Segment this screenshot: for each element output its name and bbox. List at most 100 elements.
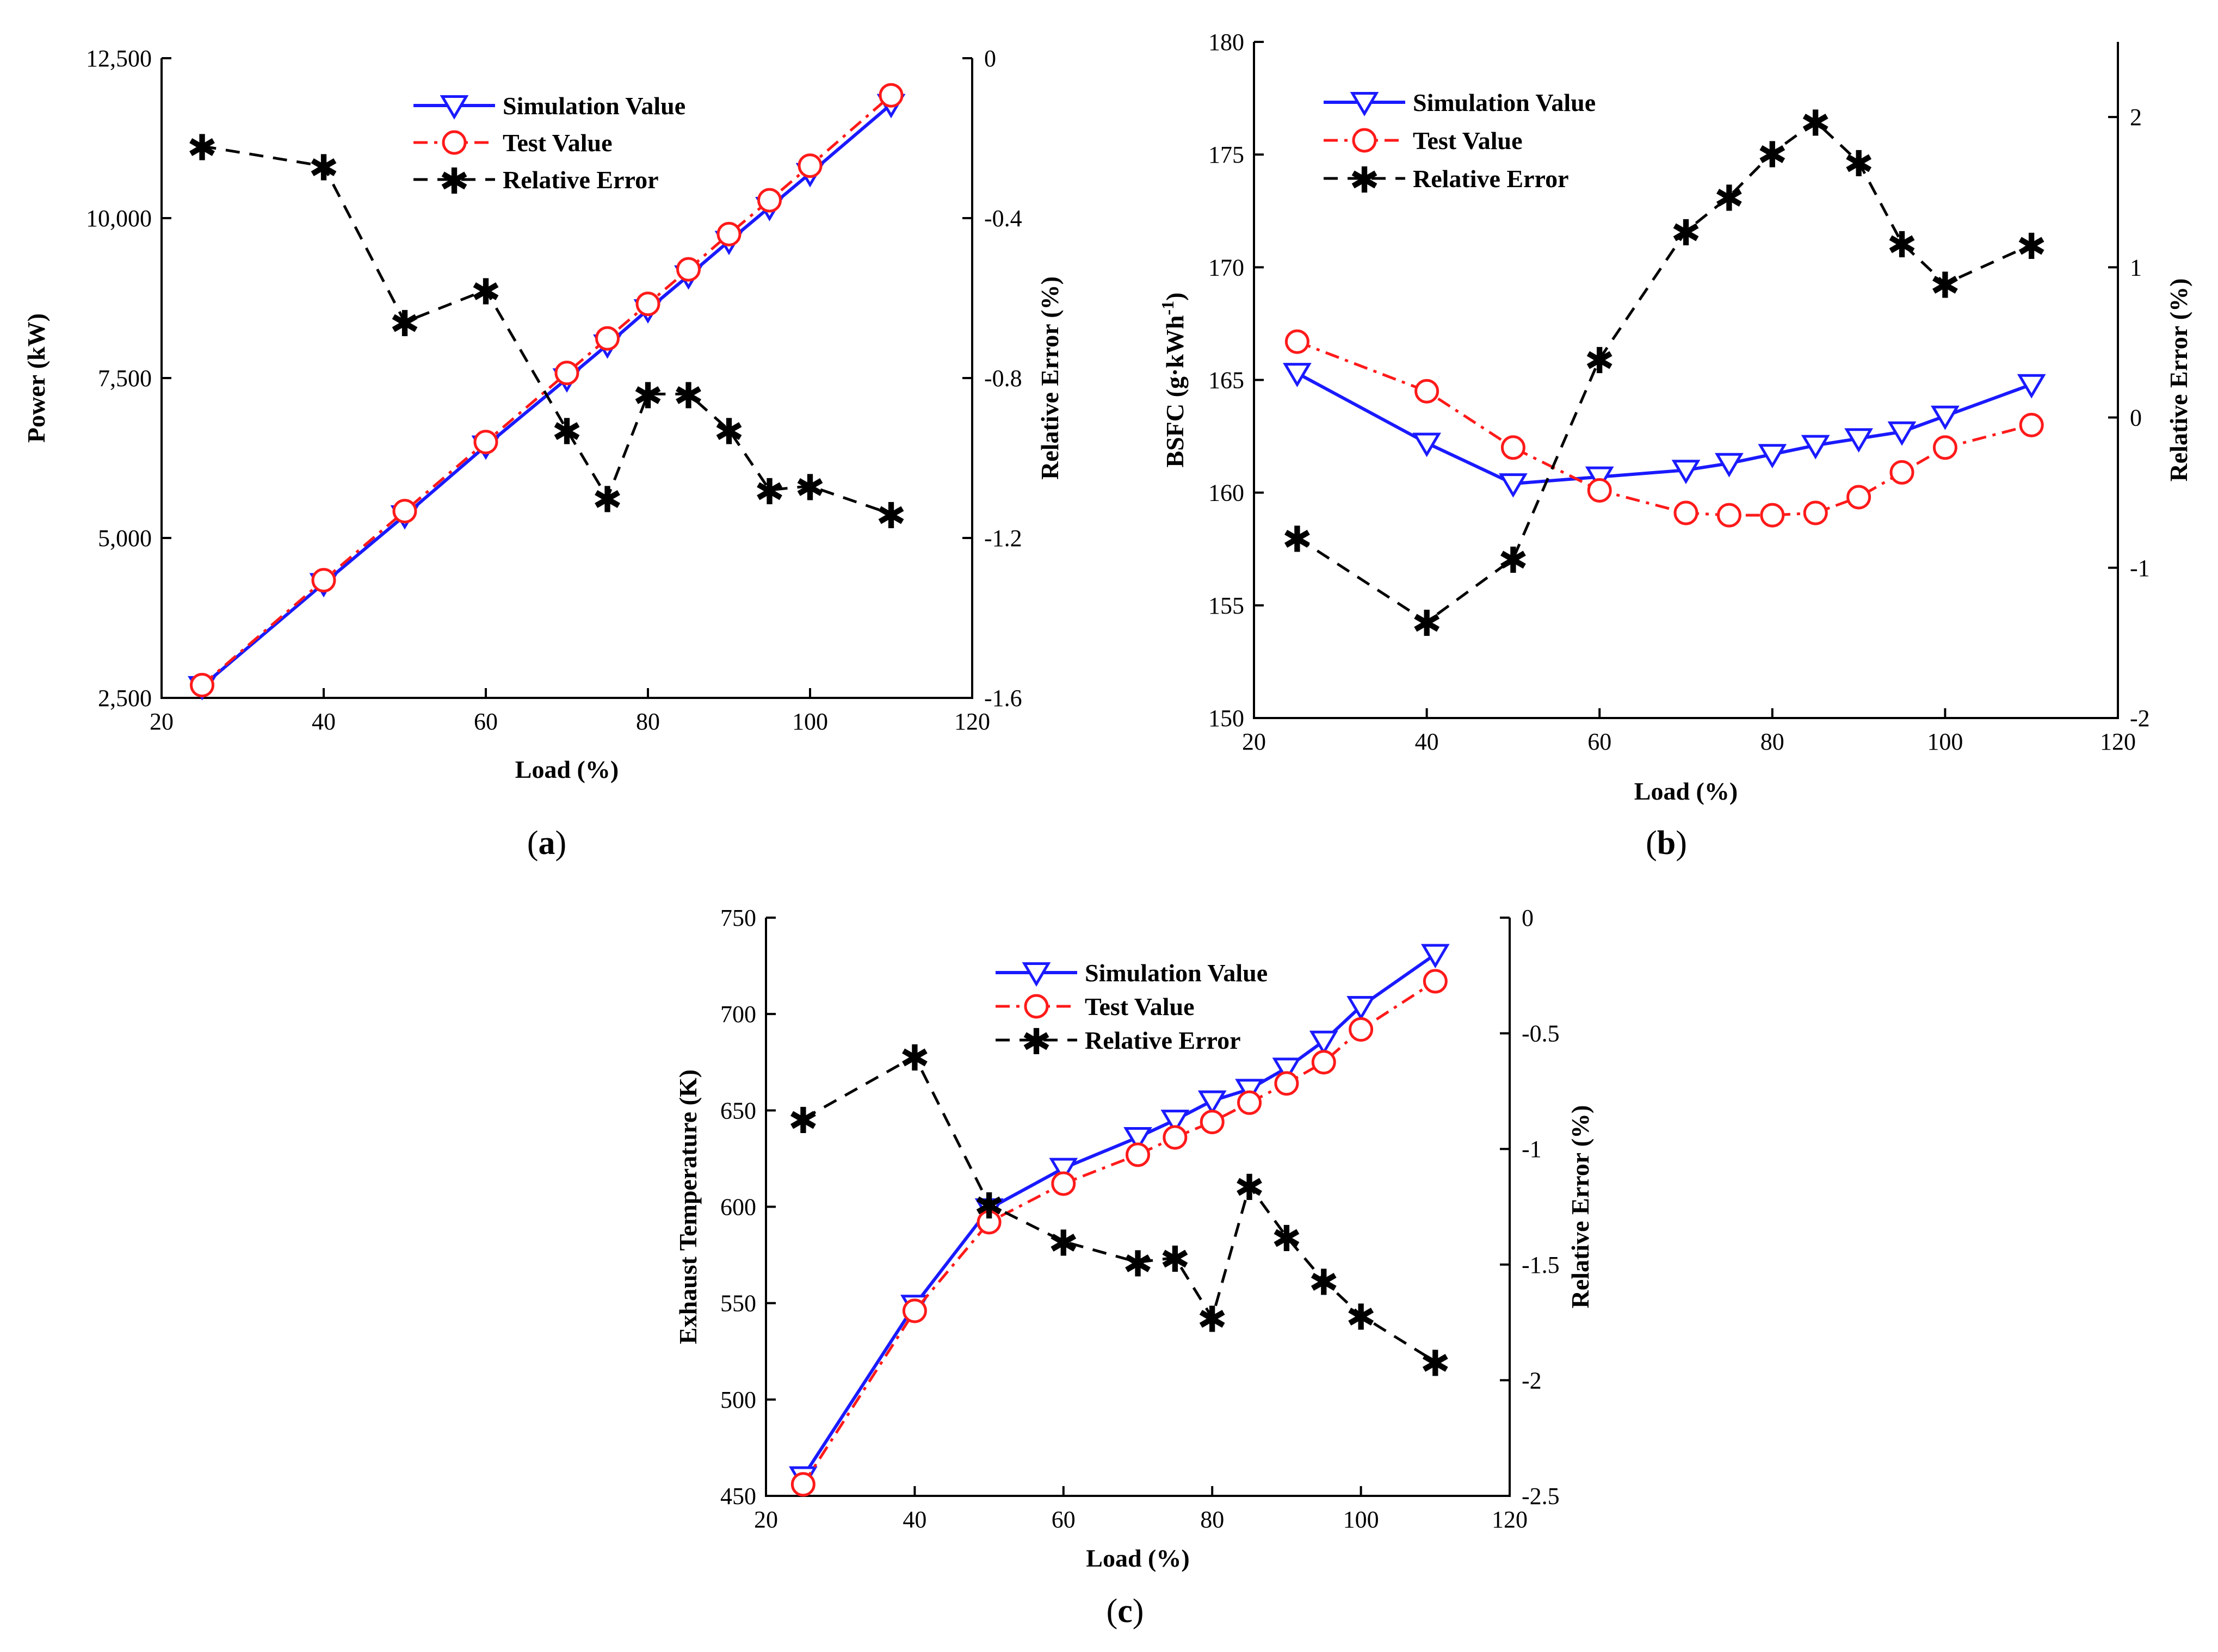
legend-label-relative-error: Relative Error xyxy=(503,166,659,194)
y-right-tick-label: -0.8 xyxy=(984,365,1022,392)
series-line-test-value xyxy=(1296,340,2032,517)
data-point-simulation-value xyxy=(1412,432,1441,457)
y-right-tick-label: -2 xyxy=(2130,705,2150,732)
legend-label-simulation-value: Simulation Value xyxy=(1085,959,1268,987)
chart-panel-b: 20 40 60 80 100 120 150 155 160 165 170 175 180 -2 -1 0… xyxy=(1158,29,2192,862)
y-left-tick-label: 2,500 xyxy=(98,685,152,711)
data-point-simulation-value xyxy=(1309,1030,1338,1055)
series-line-test-value xyxy=(802,980,1436,1486)
y-right-tick-label: -1 xyxy=(1522,1136,1542,1162)
data-point-test-value xyxy=(1311,1050,1336,1075)
legend-marker-simulation-value xyxy=(1350,92,1379,116)
data-point-relative-error: ✱ xyxy=(1048,1224,1078,1264)
data-point-test-value xyxy=(1760,503,1785,528)
data-point-relative-error: ✱ xyxy=(876,497,906,536)
data-point-simulation-value xyxy=(1758,444,1787,469)
x-tick-label: 40 xyxy=(903,1506,926,1533)
data-point-simulation-value xyxy=(1931,405,1960,430)
y-left-tick-label: 5,000 xyxy=(98,525,152,552)
series-test-value xyxy=(1284,329,2044,528)
x-tick-label: 120 xyxy=(954,708,990,735)
data-point-test-value xyxy=(190,672,214,697)
data-point-relative-error: ✱ xyxy=(187,129,217,169)
data-point-test-value xyxy=(1500,435,1525,460)
data-point-relative-error: ✱ xyxy=(552,413,582,453)
x-tick-label: 60 xyxy=(1052,1506,1076,1533)
y-right-tick-label: 0 xyxy=(1522,905,1534,931)
data-point-test-value xyxy=(1126,1142,1150,1167)
data-point-relative-error: ✱ xyxy=(1412,604,1442,644)
data-point-relative-error: ✱ xyxy=(1930,267,1960,306)
x-axis-title: Load (%) xyxy=(1086,1544,1189,1572)
series-line-relative-error xyxy=(202,145,892,516)
data-point-test-value xyxy=(1846,485,1871,510)
x-tick-label: 120 xyxy=(1492,1506,1528,1533)
chart-panel-a: 20 40 60 80 100 120 2,500 5,000 7,500 10,000 12,50… xyxy=(22,45,1064,862)
x-tick-label: 80 xyxy=(636,708,660,735)
panel-label: (c) xyxy=(1107,1593,1144,1630)
series-line-relative-error xyxy=(1296,120,2032,624)
data-point-simulation-value xyxy=(1671,460,1701,485)
data-point-simulation-value xyxy=(1801,435,1830,460)
data-point-test-value xyxy=(1200,1110,1225,1135)
data-point-test-value xyxy=(1274,1071,1299,1096)
data-point-relative-error: ✱ xyxy=(1234,1168,1264,1208)
data-point-simulation-value xyxy=(1844,428,1873,453)
data-point-relative-error: ✱ xyxy=(714,413,744,453)
legend: Simulation Value Test Value ✱ Relative Erro… xyxy=(413,92,685,202)
data-point-simulation-value xyxy=(1283,363,1312,387)
y-left-tick-label: 150 xyxy=(1208,705,1244,732)
data-point-relative-error: ✱ xyxy=(2017,227,2047,267)
x-axis-title: Load (%) xyxy=(1634,777,1738,805)
x-tick-label: 40 xyxy=(1415,728,1439,755)
y-right-tick-label: 0 xyxy=(2130,405,2142,431)
series-simulation-value xyxy=(1283,363,2046,498)
data-point-relative-error: ✱ xyxy=(1309,1264,1339,1303)
data-point-relative-error: ✱ xyxy=(1671,214,1701,253)
data-point-relative-error: ✱ xyxy=(308,149,338,188)
data-point-test-value xyxy=(1237,1090,1262,1115)
y-right-tick-label: -0.4 xyxy=(984,205,1022,232)
x-tick-label: 80 xyxy=(1200,1506,1224,1533)
series-test-value xyxy=(790,969,1448,1497)
series-line-test-value xyxy=(201,94,892,686)
data-point-relative-error: ✱ xyxy=(788,1102,818,1141)
data-point-simulation-value xyxy=(1160,1110,1190,1134)
legend-marker-relative-error: ✱ xyxy=(1021,1023,1051,1062)
panel-label: (b) xyxy=(1646,825,1687,862)
y-left-tick-label: 160 xyxy=(1208,480,1244,506)
y-right-tick-label: -2 xyxy=(1522,1367,1542,1394)
data-point-simulation-value xyxy=(1420,944,1450,969)
y-left-tick-label: 550 xyxy=(720,1290,756,1317)
data-point-simulation-value xyxy=(1235,1079,1264,1104)
legend-marker-test-value xyxy=(1352,128,1377,153)
x-tick-label: 20 xyxy=(150,708,174,735)
y-right-tick-label: -1 xyxy=(2130,555,2150,581)
legend-label-simulation-value: Simulation Value xyxy=(503,92,685,120)
data-point-relative-error: ✱ xyxy=(1197,1301,1227,1340)
y-left-tick-label: 180 xyxy=(1208,29,1244,55)
x-axis-title: Load (%) xyxy=(515,756,619,783)
data-point-test-value xyxy=(1051,1171,1076,1196)
x-tick-label: 60 xyxy=(1587,728,1611,755)
data-point-simulation-value xyxy=(1197,1090,1227,1115)
x-tick-label: 40 xyxy=(312,708,336,735)
y-left-tick-label: 450 xyxy=(720,1483,756,1509)
legend-marker-test-value xyxy=(1024,994,1049,1019)
data-point-test-value xyxy=(879,83,904,108)
x-tick-label: 100 xyxy=(1343,1506,1379,1533)
series-relative-error: ✱✱✱✱✱✱✱✱✱✱✱✱ xyxy=(1282,104,2047,644)
y-right-tick-label: -2.5 xyxy=(1522,1483,1560,1509)
data-point-relative-error: ✱ xyxy=(674,376,703,416)
series-relative-error: ✱✱✱✱✱✱✱✱✱✱✱✱ xyxy=(187,129,906,536)
data-point-relative-error: ✱ xyxy=(795,468,825,508)
y-left-tick-label: 175 xyxy=(1208,141,1244,168)
y-left-tick-label: 700 xyxy=(720,1001,756,1028)
data-point-relative-error: ✱ xyxy=(1714,180,1744,219)
data-point-simulation-value xyxy=(1272,1057,1301,1082)
y-right-tick-label: 2 xyxy=(2130,104,2142,131)
data-point-test-value xyxy=(1673,500,1698,525)
y-right-axis-title: Relative Error (%) xyxy=(1036,276,1064,480)
data-point-simulation-value xyxy=(1887,421,1917,446)
